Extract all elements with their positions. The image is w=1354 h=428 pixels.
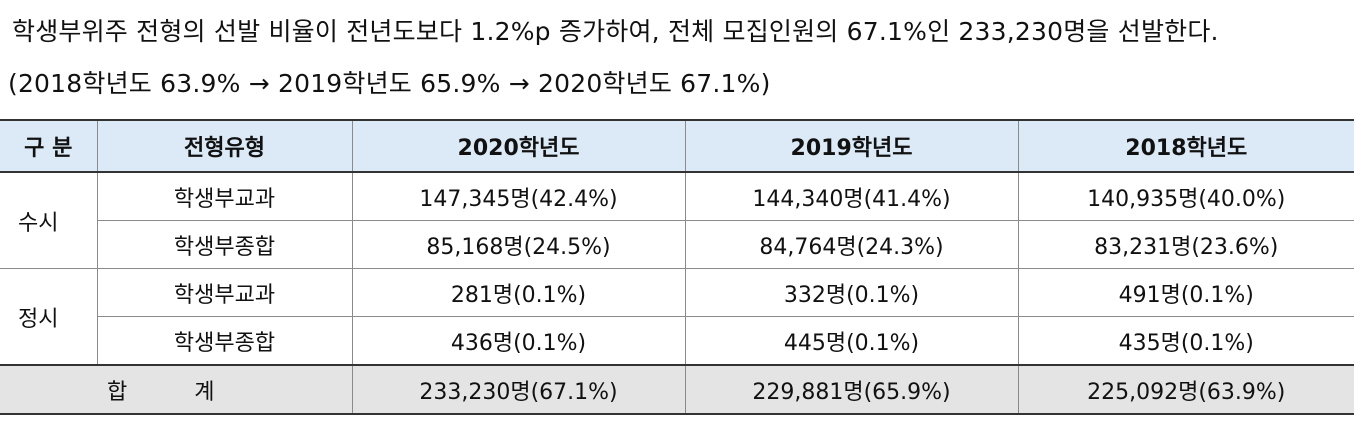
- header-category: 구 분: [0, 119, 98, 173]
- total-2019: 229,881명(65.9%): [684, 364, 1019, 415]
- value-cell-2018: 140,935명(40.0%): [1017, 171, 1354, 221]
- value-cell-2020: 85,168명(24.5%): [351, 220, 686, 269]
- value-cell-2020: 147,345명(42.4%): [351, 171, 686, 221]
- admissions-table: 구 분 전형유형 2020학년도 2019학년도 2018학년도 수시 학생부교…: [0, 119, 1354, 415]
- summary-line-2: (2018학년도 63.9% → 2019학년도 65.9% → 2020학년도…: [8, 69, 771, 98]
- total-label: 합 계: [0, 364, 353, 415]
- value-cell-2018: 435명(0.1%): [1017, 316, 1354, 366]
- group-label-jeongsi: 정시: [0, 268, 98, 366]
- value-cell-2019: 84,764명(24.3%): [684, 220, 1019, 269]
- group-label-susi: 수시: [0, 171, 98, 269]
- value-cell-2020: 281명(0.1%): [351, 268, 686, 317]
- type-cell: 학생부교과: [96, 171, 353, 221]
- header-2020: 2020학년도: [351, 119, 686, 173]
- table-header-row: 구 분 전형유형 2020학년도 2019학년도 2018학년도: [0, 119, 1354, 173]
- value-cell-2020: 436명(0.1%): [351, 316, 686, 366]
- total-row: 합 계 233,230명(67.1%) 229,881명(65.9%) 225,…: [0, 364, 1354, 415]
- summary-line-1: 학생부위주 전형의 선발 비율이 전년도보다 1.2%p 증가하여, 전체 모집…: [12, 17, 1219, 46]
- table-row: 수시 학생부교과 147,345명(42.4%) 144,340명(41.4%)…: [0, 171, 1354, 269]
- table-row: 학생부종합 85,168명(24.5%) 84,764명(24.3%) 83,2…: [0, 220, 1354, 269]
- value-cell-2018: 491명(0.1%): [1017, 268, 1354, 317]
- type-cell: 학생부종합: [97, 316, 353, 366]
- table-row: 정시 학생부교과 281명(0.1%) 332명(0.1%) 491명(0.1%…: [0, 268, 1354, 366]
- type-cell: 학생부교과: [96, 268, 353, 317]
- table-row: 학생부종합 436명(0.1%) 445명(0.1%) 435명(0.1%): [0, 316, 1354, 366]
- type-cell: 학생부종합: [97, 220, 353, 269]
- total-2018: 225,092명(63.9%): [1017, 364, 1354, 415]
- value-cell-2019: 144,340명(41.4%): [684, 171, 1019, 221]
- header-type: 전형유형: [96, 119, 353, 173]
- value-cell-2019: 445명(0.1%): [684, 316, 1019, 366]
- total-2020: 233,230명(67.1%): [351, 364, 686, 415]
- value-cell-2018: 83,231명(23.6%): [1017, 220, 1354, 269]
- header-2019: 2019학년도: [684, 119, 1019, 173]
- header-2018: 2018학년도: [1017, 119, 1354, 173]
- value-cell-2019: 332명(0.1%): [684, 268, 1019, 317]
